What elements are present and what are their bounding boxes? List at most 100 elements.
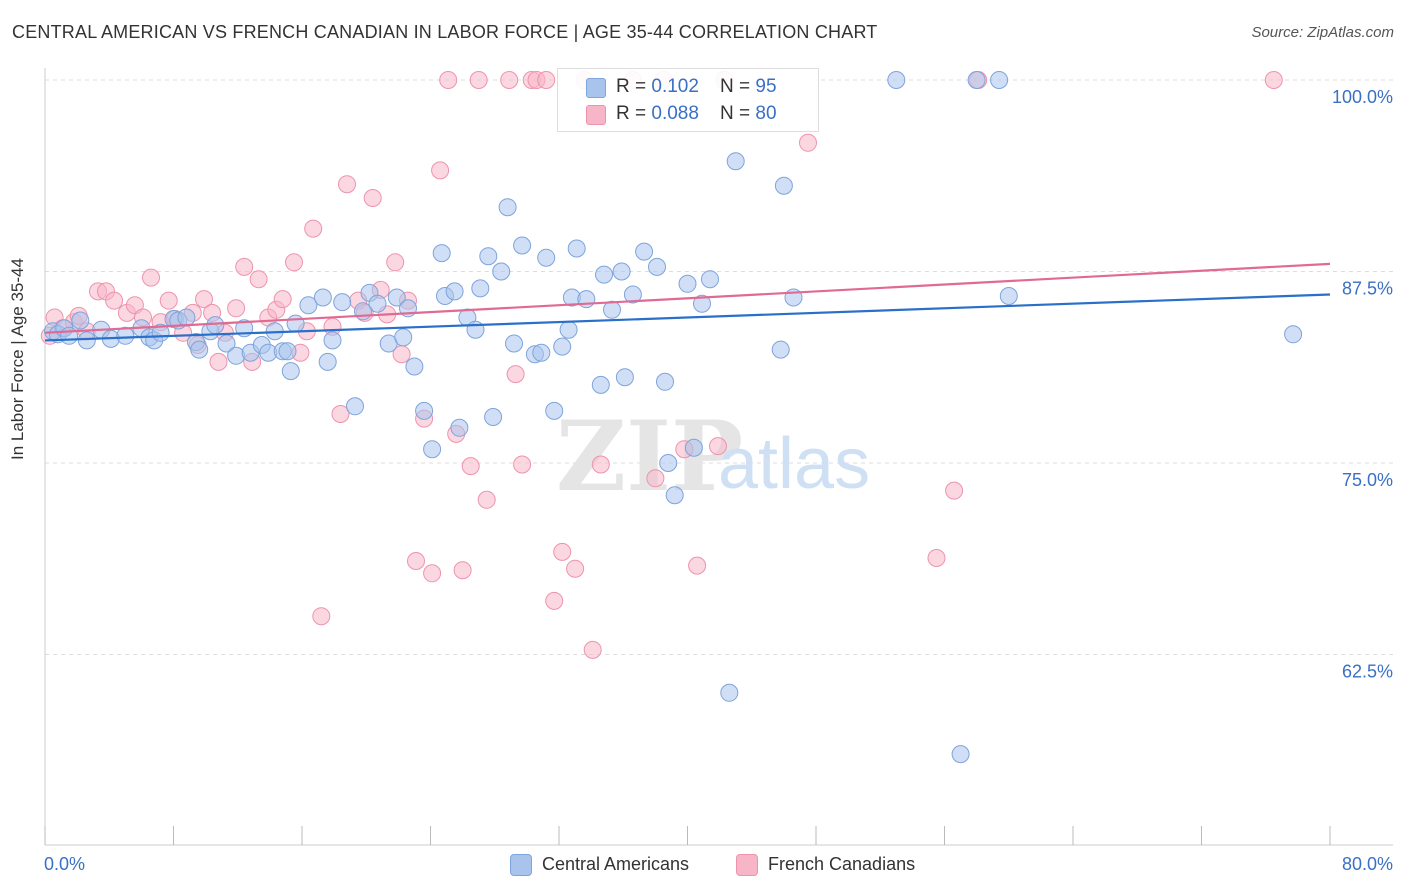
- central-americans-point: [771, 340, 790, 359]
- french-canadians-point: [338, 175, 356, 194]
- central-americans-point: [450, 418, 469, 437]
- central-americans-point: [405, 357, 424, 376]
- r-value: 0.088: [651, 103, 699, 124]
- central-americans-point: [635, 242, 654, 261]
- central-americans-point: [701, 270, 719, 289]
- french-canadians-points: [40, 71, 1283, 659]
- n-value: 80: [755, 103, 777, 124]
- chart-title: CENTRAL AMERICAN VS FRENCH CANADIAN IN L…: [12, 22, 878, 42]
- trend-line-french-canadians: [44, 262, 1331, 334]
- central-americans-point: [227, 346, 246, 365]
- central-americans-point: [116, 326, 135, 345]
- french-canadians-point: [273, 290, 292, 309]
- french-canadians-point: [945, 481, 964, 500]
- central-americans-point: [1284, 325, 1303, 344]
- central-americans-point: [479, 247, 498, 266]
- french-canadians-point: [423, 564, 442, 583]
- french-canadians-point: [142, 268, 160, 287]
- french-canadians-point: [285, 253, 303, 272]
- central-americans-point: [346, 397, 364, 416]
- french-canadians-point: [646, 469, 665, 488]
- legend-label: French Canadians: [768, 854, 916, 874]
- central-americans-point: [471, 279, 490, 298]
- french-canadians-point: [591, 455, 610, 474]
- central-americans-point: [999, 287, 1018, 305]
- french-canadians-point: [799, 133, 817, 152]
- central-americans-point: [177, 308, 196, 327]
- central-americans-point: [423, 440, 442, 459]
- french-canadians-point: [537, 71, 556, 89]
- french-canadians-point: [195, 290, 213, 309]
- french-canadians-point: [235, 257, 254, 276]
- central-americans-point: [323, 331, 342, 350]
- french-canadians-point: [249, 270, 268, 289]
- n-label: N =: [720, 103, 756, 124]
- french-canadians-point: [566, 559, 585, 578]
- french-canadians-point: [453, 561, 472, 580]
- french-canadians-point: [312, 607, 331, 626]
- svg-text:ZIP: ZIP: [556, 400, 743, 513]
- trend-line-central-americans: [44, 293, 1331, 342]
- central-americans-point: [368, 294, 387, 313]
- central-americans-point: [623, 285, 642, 304]
- central-americans-point: [648, 257, 666, 276]
- x-tick-label-max: 80.0%: [1342, 854, 1393, 874]
- french-canadians-point: [553, 542, 572, 561]
- n-value: 95: [755, 76, 777, 97]
- french-canadians-point: [1264, 71, 1283, 89]
- central-americans-point: [967, 71, 986, 89]
- french-canadians-point: [477, 490, 496, 509]
- central-americans-point: [615, 368, 634, 387]
- y-tick-label: 87.5%: [1342, 279, 1393, 299]
- y-tick-label: 75.0%: [1342, 470, 1393, 490]
- french-canadians-point: [709, 437, 727, 456]
- central-americans-point: [445, 282, 464, 301]
- french-canadians-point: [927, 549, 946, 567]
- central-americans-point: [567, 239, 586, 258]
- central-americans-point: [951, 745, 970, 764]
- french-canadians-point: [513, 455, 532, 474]
- central-americans-point: [553, 337, 572, 356]
- n-label: N =: [720, 76, 756, 97]
- central-americans-point: [726, 152, 745, 171]
- central-americans-point: [537, 248, 556, 267]
- french-canadians-point: [105, 291, 124, 310]
- r-label: R =: [616, 103, 652, 124]
- central-americans-point: [532, 343, 551, 362]
- french-canadians-point: [688, 556, 707, 575]
- french-canadians-point: [439, 71, 458, 89]
- french-canadians-point: [407, 552, 425, 570]
- french-canadians-point: [469, 71, 488, 89]
- central-americans-point: [603, 300, 621, 319]
- central-americans-point: [484, 408, 503, 426]
- source-label: Source: ZipAtlas.com: [1251, 24, 1394, 41]
- central-americans-point: [286, 314, 305, 333]
- central-americans-point: [693, 294, 711, 313]
- legend-swatch-pink: [586, 105, 606, 125]
- french-canadians-point: [431, 161, 450, 180]
- central-americans-point: [887, 71, 906, 89]
- central-americans-point: [71, 311, 90, 330]
- french-canadians-point: [363, 189, 382, 207]
- central-americans-point: [281, 362, 300, 381]
- central-americans-point: [313, 288, 332, 307]
- central-americans-point: [684, 438, 703, 457]
- legend-swatch-blue: [510, 854, 532, 876]
- french-canadians-point: [227, 299, 246, 318]
- central-americans-point: [190, 340, 209, 359]
- central-americans-point: [656, 372, 674, 391]
- french-canadians-point: [386, 253, 405, 272]
- french-canadians-point: [304, 219, 323, 238]
- svg-text:atlas: atlas: [718, 424, 870, 504]
- central-americans-point: [387, 288, 406, 307]
- trend-lines: [44, 262, 1331, 342]
- central-americans-point: [206, 316, 225, 335]
- r-label: R =: [616, 76, 652, 97]
- central-americans-point: [415, 401, 434, 420]
- central-americans-point: [432, 244, 451, 263]
- central-americans-point: [720, 683, 739, 702]
- central-americans-point: [498, 198, 517, 217]
- french-canadians-point: [461, 457, 480, 476]
- central-americans-point: [559, 320, 578, 339]
- central-americans-point: [394, 328, 413, 347]
